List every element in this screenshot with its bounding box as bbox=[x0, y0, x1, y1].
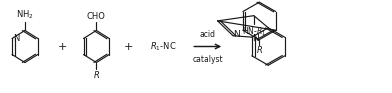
Text: acid: acid bbox=[200, 30, 216, 39]
Text: R: R bbox=[93, 71, 99, 80]
Text: $R_1$-NC: $R_1$-NC bbox=[149, 40, 176, 53]
Text: N: N bbox=[252, 34, 259, 43]
Text: R: R bbox=[256, 46, 262, 56]
Text: +: + bbox=[124, 41, 134, 52]
Text: NH$_2$: NH$_2$ bbox=[16, 8, 34, 21]
Text: CHO: CHO bbox=[87, 12, 106, 21]
Text: N: N bbox=[234, 30, 240, 39]
Text: HN-$R_1$: HN-$R_1$ bbox=[241, 25, 266, 38]
Text: +: + bbox=[58, 41, 67, 52]
Text: N: N bbox=[13, 33, 19, 43]
Text: catalyst: catalyst bbox=[192, 55, 223, 64]
